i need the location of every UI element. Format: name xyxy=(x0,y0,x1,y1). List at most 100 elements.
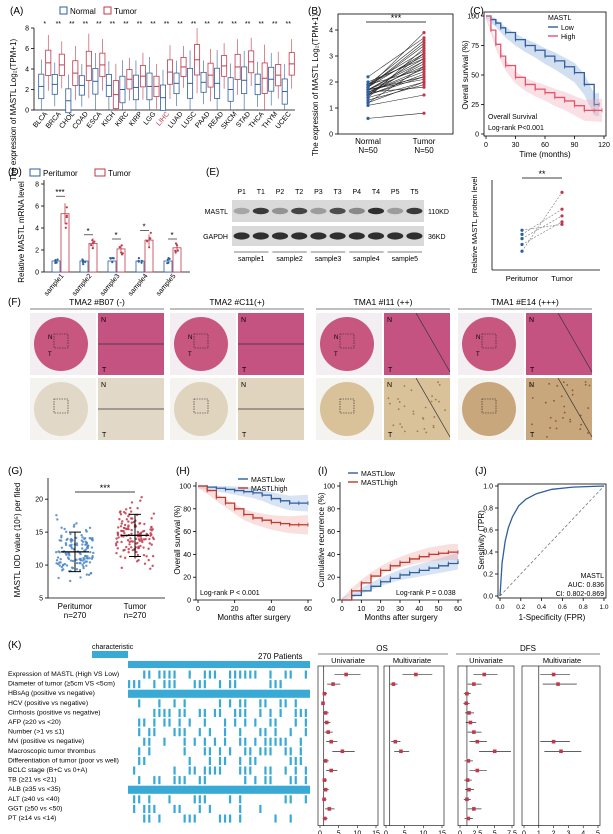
panel-g-dot-peritumor-39 xyxy=(73,523,76,527)
panel-f-letter: (F) xyxy=(8,297,21,308)
panel-d-dot-tumor-3-4 xyxy=(149,237,152,240)
panel-g-dot-tumor-18 xyxy=(129,510,133,513)
panel-g-dot-tumor-12 xyxy=(129,537,132,540)
panel-h-ytick-label-5: 100 xyxy=(179,484,191,491)
panel-k-forest-point-dfs-uni-5 xyxy=(468,720,473,725)
panel-k-row-mark-15-22 xyxy=(239,814,242,823)
panel-g-dot-peritumor-98 xyxy=(75,558,78,562)
panel-g-dot-tumor-133 xyxy=(116,547,119,550)
panel-k-row-mark-9-33 xyxy=(294,756,297,765)
panel-g-dot-tumor-112 xyxy=(124,512,127,515)
panel-g-dot-tumor-64 xyxy=(148,542,151,545)
panel-k-forest-ticklabel-dfs-multi-3: 3 xyxy=(566,831,570,834)
panel-b-n-normal: N=50 xyxy=(358,146,378,155)
panel-e-band-gapdh-7 xyxy=(367,232,385,240)
panel-e-tumor-point-4 xyxy=(560,222,564,226)
panel-d-dot-peritumor-3-3 xyxy=(140,259,143,263)
panel-e-group-tumor: Tumor xyxy=(551,274,573,283)
panel-e-lane-8: P5 xyxy=(391,189,400,196)
panel-f-ihc-cell-3-24 xyxy=(529,385,532,387)
panel-k-row-mark-13-32 xyxy=(289,795,292,804)
panel-d-category-4: sample5 xyxy=(155,273,177,298)
panel-b-ytick-label-4: 4 xyxy=(329,28,333,35)
panel-k-row-mark-8-31 xyxy=(284,747,287,756)
panel-k-row-mark-10-27 xyxy=(264,766,267,775)
panel-d-dot-tumor-0-3 xyxy=(64,226,67,229)
panel-a-ytick-label-1: 2 xyxy=(25,87,29,94)
legend-tumor2-label: Tumor xyxy=(108,169,131,178)
panel-g-dot-tumor-72 xyxy=(149,534,152,537)
panel-k-row-mark-5-8 xyxy=(168,718,171,727)
panel-k-forest-point-os-uni-11 xyxy=(322,778,327,782)
panel-a-category-6: KIRC xyxy=(114,111,130,128)
panel-g-dot-tumor-136 xyxy=(116,531,119,534)
panel-f-ihc-cell-3-3 xyxy=(549,427,552,429)
panel-d-dot-peritumor-3-2 xyxy=(137,260,140,263)
panel-k-row-mark-10-18 xyxy=(218,766,222,775)
panel-k-row-mark-1-30 xyxy=(279,680,282,689)
panel-g-dot-tumor-130 xyxy=(136,507,139,510)
panel-k-characteristic: characteristic xyxy=(92,644,134,651)
panel-g-dot-peritumor-35 xyxy=(63,527,66,531)
panel-f-t-label-0-0: T xyxy=(102,367,107,374)
panel-d-category-1: sample2 xyxy=(71,273,93,298)
panel-d-category-2: sample3 xyxy=(99,273,121,298)
panel-k-row-mark-0-23 xyxy=(244,670,247,679)
panel-a-sig-7: ** xyxy=(137,21,143,28)
panel-k-row-mark-8-2 xyxy=(138,747,141,756)
panel-k-row-mark-8-28 xyxy=(269,747,272,756)
panel-k-row-mark-13-15 xyxy=(203,795,206,804)
panel-i-ytick-label-4: 80 xyxy=(327,506,335,513)
panel-k-forest-point-dfs-uni-4 xyxy=(467,711,471,715)
panel-g-dot-tumor-61 xyxy=(127,547,130,551)
panel-g-dot-tumor-52 xyxy=(119,555,122,558)
panel-g-dot-peritumor-108 xyxy=(81,540,85,544)
panel-g-n-peritumor: n=270 xyxy=(64,611,87,620)
panel-f-t-label-0-1: T xyxy=(102,432,107,439)
panel-d-dot-peritumor-1-1 xyxy=(84,260,87,264)
panel-k-row-mark-5-35 xyxy=(304,718,307,727)
panel-f-ihc-cell-2-3 xyxy=(397,398,399,400)
panel-k-row-mark-8-34 xyxy=(299,747,302,756)
panel-k-forest-point-os-uni-13 xyxy=(322,797,326,802)
panel-f-n-label-2-0: N xyxy=(387,317,392,324)
panel-k-row-mark-7-28 xyxy=(269,737,272,746)
panel-k-forest-point-os-uni-6 xyxy=(326,730,331,734)
panel-k-row-label-7: Mvi (positive vs negative) xyxy=(8,738,84,745)
panel-f-ihc-core-1 xyxy=(174,382,228,436)
panel-d-dot-peritumor-2-3 xyxy=(109,256,112,260)
panel-b-tumor-point-21 xyxy=(422,80,426,84)
panel-k-forest-point-os-uni-4 xyxy=(323,711,328,715)
panel-k-forest-ticklabel-os-uni-0: 0 xyxy=(318,831,322,834)
panel-b-group-tumor: Tumor xyxy=(413,137,436,146)
panel-g-dot-tumor-137 xyxy=(122,526,126,530)
panel-i-xtick-label-2: 20 xyxy=(377,606,385,613)
panel-e-band-gapdh-0 xyxy=(233,232,250,240)
panel-g-dot-peritumor-104 xyxy=(88,561,92,564)
panel-k-row-mark-0-25 xyxy=(254,670,257,679)
panel-k-forest-ticklabel-os-multi-3: 15 xyxy=(438,831,446,834)
panel-k-row-mark-3-27 xyxy=(264,699,267,708)
panel-g-dot-peritumor-78 xyxy=(84,554,87,558)
panel-k-row-mark-7-31 xyxy=(284,737,287,746)
panel-g-dot-tumor-120 xyxy=(117,526,120,529)
panel-g-dot-peritumor-33 xyxy=(64,543,68,547)
panel-g-dot-peritumor-91 xyxy=(60,526,63,529)
panel-k-forest-point-dfs-multi-7 xyxy=(551,739,556,744)
panel-b-tumor-point-18 xyxy=(422,59,426,63)
panel-k-row-mark-0-21 xyxy=(234,670,237,679)
panel-g-dot-peritumor-94 xyxy=(75,522,78,525)
panel-j-ytick-label-5: 1.0 xyxy=(483,484,493,491)
panel-f-ihc-cell-3-4 xyxy=(548,382,551,385)
panel-g-dot-tumor-126 xyxy=(130,528,133,532)
panel-k-row-label-12: ALB (≥35 vs <35) xyxy=(8,786,61,793)
panel-k-forest-ticklabel-dfs-uni-1: 2.5 xyxy=(472,831,482,834)
panel-g-dot-peritumor-92 xyxy=(81,559,85,562)
panel-f-core-n-2: N xyxy=(334,335,338,341)
panel-k-forest-ticklabel-dfs-multi-1: 1 xyxy=(537,831,541,834)
panel-g-ytick-label-2: 15 xyxy=(35,530,43,537)
panel-k-row-mark-4-26 xyxy=(259,708,262,717)
panel-k-characteristic-key xyxy=(92,651,128,658)
panel-k-row-mark-7-27 xyxy=(264,737,267,746)
panel-i-xtick-label-1: 10 xyxy=(357,606,365,613)
